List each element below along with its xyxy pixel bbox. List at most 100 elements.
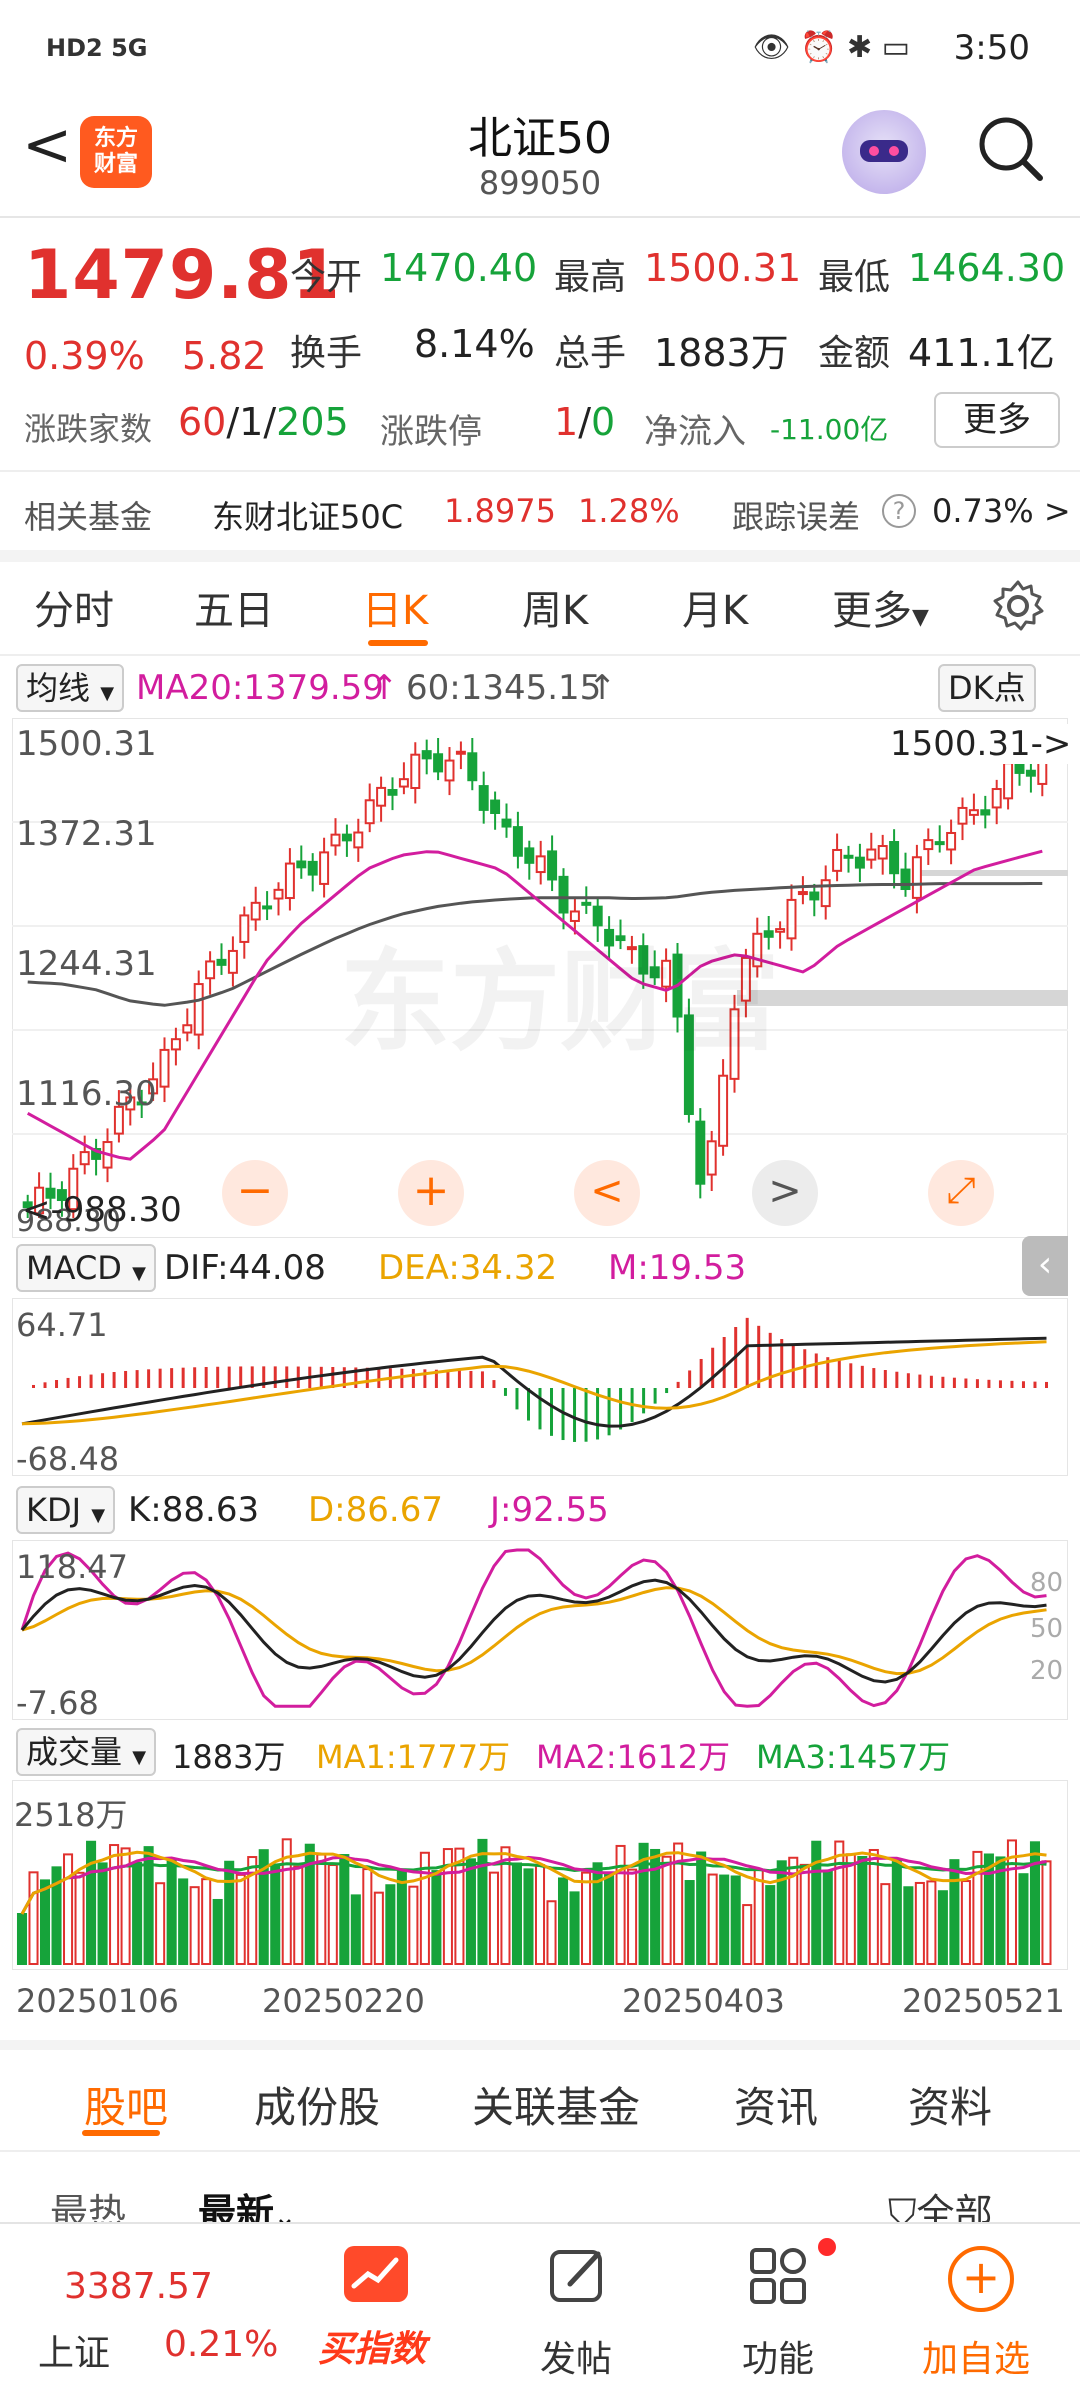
volume-bar [903, 1886, 914, 1965]
back-icon[interactable]: < [22, 110, 73, 180]
collapse-panel-icon[interactable]: ‹ [1022, 1236, 1068, 1296]
volume-bar [949, 1859, 960, 1965]
kdj-d: D:86.67 [308, 1490, 443, 1530]
help-icon[interactable]: ? [882, 494, 916, 528]
volume-bar [615, 1844, 626, 1965]
functions-label[interactable]: 功能 [741, 2339, 814, 2380]
more-button[interactable]: 更多 [934, 392, 1060, 448]
volume-chart [11, 1779, 1069, 1971]
post-label[interactable]: 发帖 [539, 2339, 612, 2380]
volume-bar [822, 1869, 833, 1965]
settings-icon[interactable] [990, 578, 1046, 638]
add-watchlist-icon[interactable]: + [948, 2246, 1014, 2312]
candle-body [398, 778, 409, 788]
volume-bar [431, 1870, 442, 1965]
volume-bar [51, 1866, 62, 1965]
ma-select-label: 均线 [26, 669, 91, 707]
tab-five-day[interactable]: 五日 [194, 588, 274, 634]
status-icons: 👁 ⏰ ✱ ▭ [752, 30, 910, 65]
tab-intraday[interactable]: 分时 [34, 588, 114, 634]
volume-bar [926, 1880, 937, 1965]
macd-svg [11, 1297, 1069, 1477]
candle-body [56, 1189, 67, 1202]
candle-body [170, 1038, 181, 1051]
volume-ma3: MA3:1457万 [756, 1738, 951, 1776]
scroll-right-button[interactable]: > [752, 1160, 818, 1226]
volume-ma2-line [20, 1855, 1047, 1915]
volume-bar [293, 1865, 304, 1965]
buy-index-icon[interactable] [344, 2246, 408, 2302]
y-label: 1116.30 [16, 1074, 157, 1114]
volume-bar [373, 1891, 384, 1965]
tab-news[interactable]: 资讯 [734, 2083, 819, 2132]
tab-related-funds[interactable]: 关联基金 [472, 2083, 641, 2132]
j-line [20, 1548, 1047, 1708]
section-gap [0, 550, 1080, 562]
volume-bar [143, 1846, 154, 1965]
breadth-label: 涨跌家数 [24, 410, 153, 448]
status-bar: HD2 5G 👁 ⏰ ✱ ▭ 3:50 [0, 0, 1080, 96]
zoom-in-button[interactable]: + [398, 1160, 464, 1226]
volume-bar [696, 1851, 707, 1965]
functions-icon[interactable] [746, 2244, 810, 2312]
tab-guba[interactable]: 股吧 [84, 2083, 169, 2132]
tab-weekly-k[interactable]: 周K [522, 588, 589, 634]
title-bar: < 东方 财富 北证50 899050 [0, 96, 1080, 218]
fund-name[interactable]: 东财北证50C [212, 498, 404, 536]
tab-more[interactable]: 更多▼ [832, 578, 929, 636]
robot-assistant-icon[interactable] [842, 110, 926, 194]
dk-button[interactable]: DK点 [938, 664, 1036, 712]
candle-body [683, 1014, 694, 1115]
candle-body [889, 841, 900, 875]
caret-down-icon: ▼ [132, 1747, 147, 1768]
volume-bar [419, 1851, 430, 1965]
search-icon[interactable] [974, 112, 1046, 188]
volume-bar [120, 1847, 131, 1965]
kdj-tick: 20 [1030, 1656, 1064, 1686]
tab-daily-k[interactable]: 日K [362, 588, 429, 634]
date-label: 20250220 [262, 1982, 425, 2020]
candle-body [364, 799, 375, 825]
market-breadth: 60/1/205 [178, 400, 349, 444]
volume-bar [523, 1868, 534, 1965]
fund-label: 相关基金 [24, 498, 153, 536]
volume-bar [201, 1878, 212, 1965]
kdj-select[interactable]: KDJ ▼ [16, 1486, 116, 1534]
tab-profile[interactable]: 资料 [908, 2083, 993, 2132]
tab-constituents[interactable]: 成份股 [254, 2083, 381, 2132]
turnover-value: 8.14% [414, 322, 535, 366]
macd-select[interactable]: MACD ▼ [16, 1244, 156, 1292]
ma-select[interactable]: 均线 ▼ [16, 664, 125, 712]
index-pct[interactable]: 0.21% [164, 2324, 279, 2365]
add-watchlist-label[interactable]: 加自选 [922, 2339, 1031, 2380]
caret-down-icon: ▼ [100, 683, 115, 704]
volume-bar [845, 1853, 856, 1965]
volume-bar [707, 1873, 718, 1965]
edit-icon[interactable] [546, 2244, 610, 2312]
kdj-svg [11, 1539, 1069, 1721]
tab-monthly-k[interactable]: 月K [682, 588, 749, 634]
ma20-arrow-icon: ↑ [370, 668, 399, 708]
buy-index-label[interactable]: 买指数 [318, 2329, 427, 2370]
zoom-out-button[interactable]: − [222, 1160, 288, 1226]
y-label-top: 1500.31 [16, 724, 157, 764]
index-value[interactable]: 3387.57 [64, 2266, 213, 2307]
volume-bar [811, 1840, 822, 1965]
fullscreen-button[interactable]: ⤢ [928, 1160, 994, 1226]
limit-counts: 1/0 [554, 400, 615, 444]
volume-bar [339, 1854, 350, 1965]
candle-body [216, 958, 227, 966]
candle-body [444, 759, 455, 782]
volume-bar [63, 1853, 74, 1965]
tracking-value[interactable]: 0.73% > [932, 492, 1071, 530]
volume-select[interactable]: 成交量 ▼ [16, 1728, 157, 1776]
candle-body [1003, 762, 1014, 800]
index-name[interactable]: 上证 [38, 2333, 111, 2374]
volume-select-label: 成交量 [26, 1733, 123, 1771]
candle-body [535, 855, 546, 874]
volume-bar [97, 1862, 108, 1965]
logo-text-top: 东方 [93, 126, 138, 151]
scroll-left-button[interactable]: < [574, 1160, 640, 1226]
limit-up-count: 1 [554, 400, 579, 444]
macd-y-bottom: -68.48 [16, 1440, 120, 1478]
